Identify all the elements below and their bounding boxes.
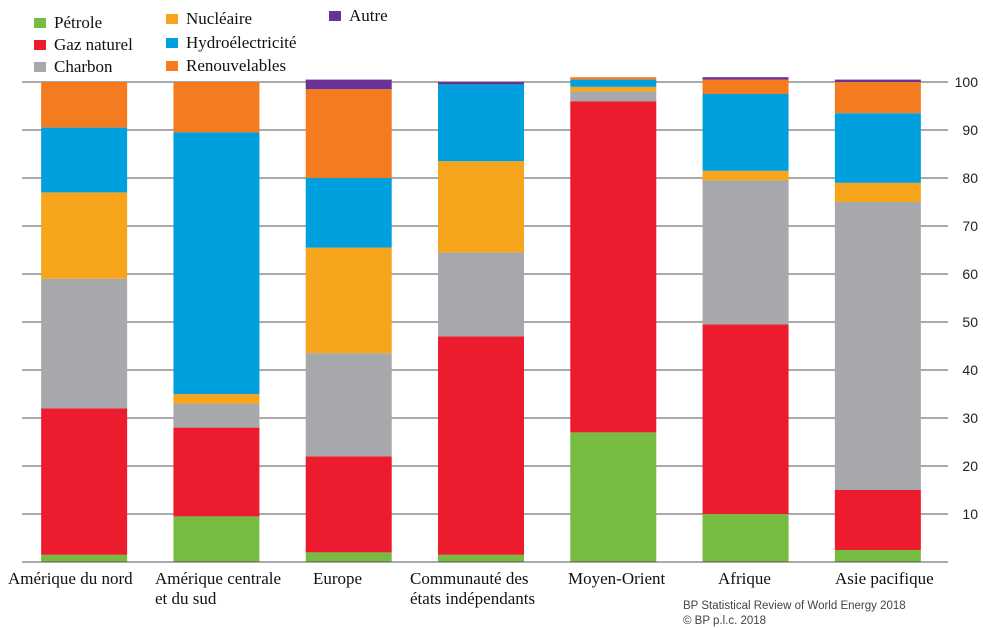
legend-label-3: Nucléaire (186, 9, 252, 28)
legend-swatch-4 (166, 38, 178, 48)
y-tick-label-50: 50 (962, 314, 978, 330)
bar-segment-c1-s0 (173, 516, 260, 562)
bar-segment-c4-s3 (570, 86, 657, 92)
bar-segment-c6-s0 (834, 550, 921, 562)
category-label-3-1: états indépendants (410, 589, 535, 608)
bar-segment-c3-s1 (438, 336, 524, 555)
category-label-1-1: et du sud (155, 589, 217, 608)
bar-segment-c6-s2 (834, 202, 921, 490)
category-label-6-0: Asie pacifique (835, 569, 934, 588)
bar-segment-c6-s3 (834, 182, 921, 202)
legend-label-6: Autre (349, 6, 388, 25)
bar-segment-c5-s5 (702, 79, 789, 94)
bar-segment-c3-s3 (438, 161, 524, 253)
bar-segment-c2-s3 (305, 247, 392, 354)
legend-swatch-6 (329, 11, 341, 21)
y-tick-labels: 10 20 30 40 50 60 70 80 90 100 (955, 74, 979, 522)
category-label-3-0: Communauté des (410, 569, 529, 588)
bars (41, 77, 921, 562)
source-line-2: © BP p.l.c. 2018 (683, 615, 766, 627)
source-line-1: BP Statistical Review of World Energy 20… (683, 600, 906, 612)
bar-segment-c0-s4 (41, 127, 128, 193)
bar-segment-c0-s1 (41, 408, 128, 555)
category-label-2-0: Europe (313, 569, 362, 588)
legend-label-1: Gaz naturel (54, 35, 133, 54)
legend-swatch-3 (166, 14, 178, 24)
category-label-1-0: Amérique centrale (155, 569, 281, 588)
bar-segment-c1-s2 (173, 403, 260, 428)
category-label-0-0: Amérique du nord (8, 569, 133, 588)
bar-segment-c6-s1 (834, 490, 921, 550)
bar-segment-c0-s0 (41, 554, 128, 562)
bar-segment-c5-s6 (702, 77, 789, 80)
category-label-5-0: Afrique (718, 569, 771, 588)
y-tick-label-80: 80 (962, 170, 978, 186)
y-tick-label-90: 90 (962, 122, 978, 138)
bar-segment-c1-s3 (173, 394, 260, 404)
legend-swatch-2 (34, 62, 46, 72)
bar-segment-c5-s3 (702, 170, 789, 181)
bar-segment-c5-s1 (702, 324, 789, 514)
y-tick-label-20: 20 (962, 458, 978, 474)
bar-segment-c4-s1 (570, 101, 657, 433)
source-credit: BP Statistical Review of World Energy 20… (683, 600, 906, 627)
y-tick-label-60: 60 (962, 266, 978, 282)
bar-segment-c5-s4 (702, 94, 789, 171)
bar-segment-c2-s5 (305, 89, 392, 178)
legend-label-0: Pétrole (54, 13, 102, 32)
y-tick-label-100: 100 (955, 74, 979, 90)
y-tick-label-70: 70 (962, 218, 978, 234)
bar-segment-c3-s0 (438, 554, 524, 562)
bar-segment-c2-s1 (305, 456, 392, 553)
category-label-4-0: Moyen-Orient (568, 569, 666, 588)
bar-segment-c1-s1 (173, 427, 260, 517)
y-tick-label-40: 40 (962, 362, 978, 378)
bar-segment-c0-s2 (41, 278, 128, 409)
bar-segment-c4-s4 (570, 79, 657, 87)
bar-segment-c6-s6 (834, 79, 921, 82)
bar-segment-c6-s5 (834, 82, 921, 114)
legend-label-4: Hydroélectricité (186, 33, 296, 52)
bar-segment-c4-s0 (570, 432, 657, 562)
y-tick-label-30: 30 (962, 410, 978, 426)
bar-segment-c1-s4 (173, 132, 260, 394)
y-tick-label-10: 10 (962, 506, 978, 522)
legend: Pétrole Gaz naturel Charbon Nucléaire Hydroé… (34, 6, 388, 76)
bar-segment-c0-s5 (41, 82, 128, 128)
legend-label-2: Charbon (54, 57, 113, 76)
bar-segment-c2-s2 (305, 353, 392, 457)
bar-segment-c6-s4 (834, 113, 921, 183)
legend-swatch-0 (34, 18, 46, 28)
bar-segment-c3-s4 (438, 84, 524, 162)
bar-segment-c0-s3 (41, 192, 128, 279)
bar-segment-c4-s2 (570, 91, 657, 102)
legend-swatch-5 (166, 61, 178, 71)
bar-segment-c5-s0 (702, 514, 789, 562)
legend-label-5: Renouvelables (186, 56, 286, 75)
legend-swatch-1 (34, 40, 46, 50)
bar-segment-c3-s6 (438, 82, 524, 85)
bar-segment-c5-s2 (702, 180, 789, 325)
bar-segment-c2-s4 (305, 178, 392, 248)
bar-segment-c3-s2 (438, 252, 524, 337)
bar-segment-c4-s5 (570, 77, 657, 80)
bar-segment-c2-s6 (305, 79, 392, 90)
bar-segment-c2-s0 (305, 552, 392, 562)
bar-segment-c1-s5 (173, 82, 260, 133)
